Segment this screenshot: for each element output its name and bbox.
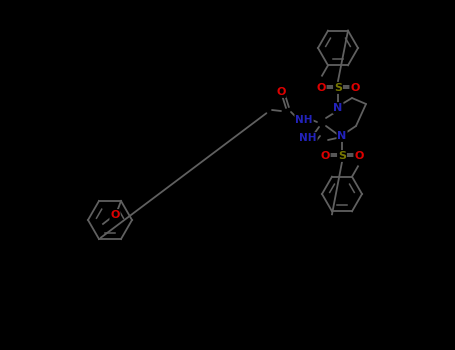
Text: NH: NH (299, 133, 317, 143)
Text: O: O (316, 83, 326, 93)
Text: O: O (276, 87, 286, 97)
Text: O: O (350, 83, 360, 93)
Text: N: N (337, 131, 347, 141)
Text: O: O (320, 151, 330, 161)
Text: N: N (334, 103, 343, 113)
Text: NH: NH (295, 115, 313, 125)
Text: S: S (338, 151, 346, 161)
Text: O: O (354, 151, 364, 161)
Text: O: O (110, 210, 120, 220)
Text: S: S (334, 83, 342, 93)
